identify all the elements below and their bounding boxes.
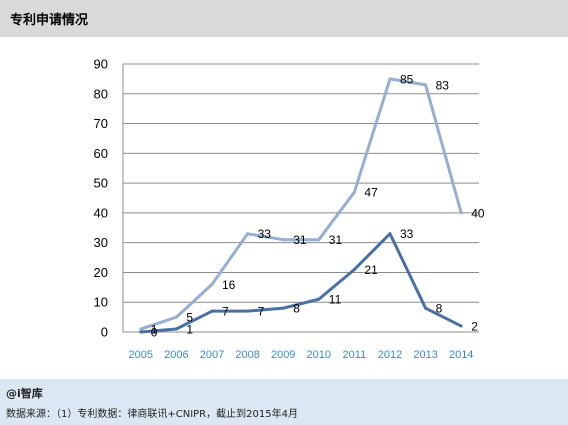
- footer-brand: @i智库: [6, 385, 43, 401]
- data-point: [424, 83, 427, 86]
- x-tick-label: 2009: [271, 349, 295, 361]
- x-tick-label: 2011: [343, 349, 367, 361]
- data-point: [211, 283, 214, 286]
- x-tick-label: 2014: [449, 349, 473, 361]
- x-tick-label: 2005: [129, 349, 153, 361]
- data-point: [139, 331, 142, 334]
- data-point: [175, 328, 178, 331]
- data-label: 8: [293, 302, 300, 316]
- data-point: [353, 268, 356, 271]
- data-point: [353, 191, 356, 194]
- data-point: [317, 298, 320, 301]
- data-point: [211, 310, 214, 313]
- data-label: 40: [471, 206, 485, 220]
- data-point: [460, 325, 463, 328]
- y-tick-label: 10: [94, 295, 108, 310]
- x-tick-label: 2012: [378, 349, 402, 361]
- series-lines: [139, 77, 462, 333]
- data-point: [460, 211, 463, 214]
- data-point: [246, 232, 249, 235]
- y-tick-label: 50: [94, 176, 108, 191]
- data-label: 47: [364, 186, 378, 200]
- line-chart: 0102030405060708090 20052006200720082009…: [0, 37, 568, 379]
- data-point: [246, 310, 249, 313]
- data-label: 16: [222, 278, 236, 292]
- y-tick-label: 40: [94, 205, 108, 220]
- x-tick-label: 2007: [200, 349, 224, 361]
- x-tick-label: 2010: [307, 349, 331, 361]
- data-point: [317, 238, 320, 241]
- chart-grid: [123, 64, 479, 332]
- data-point: [424, 307, 427, 310]
- data-point: [139, 328, 142, 331]
- data-label: 83: [436, 78, 450, 92]
- data-label: 31: [293, 233, 307, 247]
- data-label: 31: [329, 233, 343, 247]
- data-label: 33: [400, 227, 414, 241]
- footer-bar: @i智库 数据来源：（1）专利数据：律商联讯+CNIPR，截止到2015年4月: [0, 379, 568, 425]
- data-label: 8: [436, 302, 443, 316]
- data-point: [389, 232, 392, 235]
- data-label: 1: [186, 323, 193, 337]
- footer-source: 数据来源：（1）专利数据：律商联讯+CNIPR，截止到2015年4月: [6, 405, 298, 420]
- data-label: 2: [471, 320, 478, 334]
- y-tick-label: 0: [101, 325, 108, 340]
- data-label: 21: [364, 263, 378, 277]
- data-label: 0: [151, 326, 158, 340]
- data-point: [175, 316, 178, 319]
- data-label: 11: [329, 293, 342, 307]
- data-point: [282, 238, 285, 241]
- x-tick-label: 2013: [413, 349, 437, 361]
- data-label: 7: [222, 305, 229, 319]
- y-axis-ticks: 0 10 20 30 40 50 60 70 80 90: [94, 57, 108, 340]
- y-tick-label: 80: [94, 86, 108, 101]
- x-tick-label: 2006: [164, 349, 188, 361]
- y-tick-label: 70: [94, 116, 108, 131]
- y-tick-label: 90: [94, 57, 108, 72]
- data-label: 33: [258, 227, 272, 241]
- data-point: [282, 307, 285, 310]
- data-label: 7: [258, 305, 265, 319]
- header-bar: 专利申请情况: [0, 0, 568, 37]
- x-tick-label: 2008: [235, 349, 259, 361]
- data-point: [389, 77, 392, 80]
- x-axis-ticks: 2005 2006 2007 2008 2009 2010 2011 2012 2013 2014: [129, 349, 474, 361]
- series-line-1: [141, 79, 461, 329]
- page-title: 专利申请情况: [10, 9, 88, 28]
- data-label: 85: [400, 72, 414, 86]
- y-tick-label: 60: [94, 146, 108, 161]
- y-tick-label: 30: [94, 235, 108, 250]
- y-tick-label: 20: [94, 265, 108, 280]
